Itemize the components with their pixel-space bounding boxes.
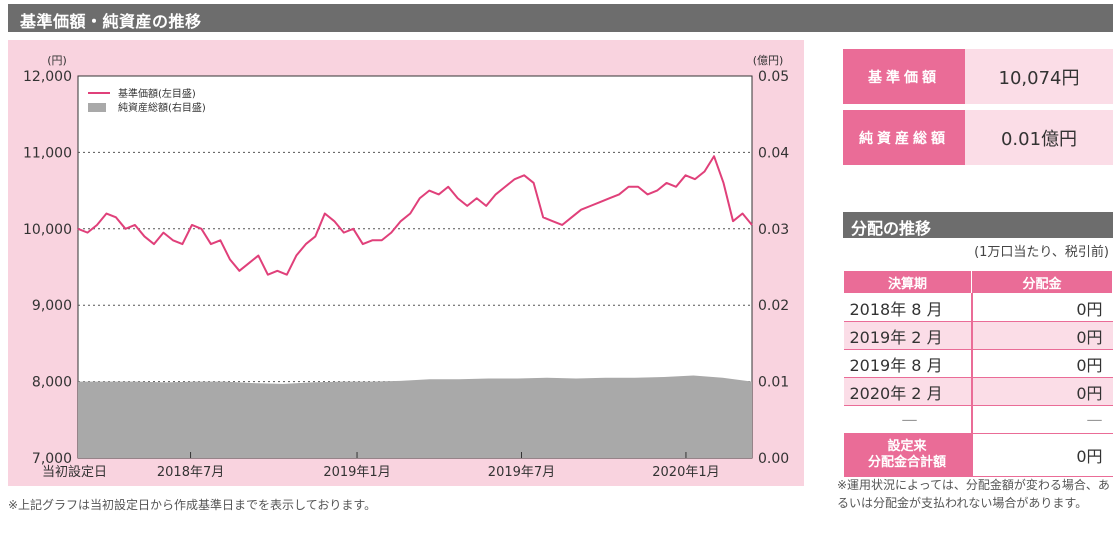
right-tick-label: 0.04 [758, 145, 789, 161]
right-axis-unit: (億円) [753, 54, 784, 67]
amount-cell: 0円 [971, 321, 1113, 350]
distribution-table: 決算期 分配金 2018年 8 月 0円 2019年 2 月 0円 2019年 … [843, 270, 1113, 477]
x-tick-label: 2020年1月 [652, 465, 719, 480]
table-row: 2018年 8 月 0円 [843, 293, 1113, 322]
left-tick-label: 8,000 [32, 375, 72, 391]
left-tick-label: 7,000 [32, 451, 72, 467]
chart-footnote: ※上記グラフは当初設定日から作成基準日までを表示しております。 [8, 498, 377, 512]
legend-swatch-assets [88, 103, 106, 112]
x-tick-label: 2019年7月 [488, 465, 555, 480]
section-title: 基準価額・純資産の推移 [20, 12, 202, 31]
distribution-note: (1万口当たり、税引前) [974, 245, 1109, 260]
total-label: 設定来 分配金合計額 [843, 433, 973, 477]
period-column-header: 決算期 [843, 270, 972, 294]
chart-panel: (円) (億円) 12,000 11,000 10,000 9,000 8,000 7,0… [8, 40, 804, 486]
distribution-footnote: ※運用状況によっては、分配金額が変わる場合、あるいは分配金が支払われない場合があ… [837, 478, 1110, 510]
left-tick-label: 10,000 [23, 222, 72, 238]
x-tick-label: 2019年1月 [323, 465, 390, 480]
assets-summary: 純資産総額 0.01億円 [843, 110, 1113, 165]
period-cell: 2019年 8 月 [843, 349, 973, 378]
nav-summary: 基準価額 10,074円 [843, 49, 1113, 104]
table-row: — — [843, 405, 1113, 434]
assets-summary-value: 0.01億円 [965, 110, 1113, 165]
table-row: 2019年 2 月 0円 [843, 321, 1113, 350]
right-tick-label: 0.00 [758, 451, 789, 467]
total-label-line-2: 分配金合計額 [867, 455, 946, 470]
amount-cell: 0円 [971, 293, 1113, 322]
total-row: 設定来 分配金合計額 0円 [843, 433, 1113, 477]
total-value: 0円 [971, 433, 1113, 477]
amount-cell: 0円 [971, 377, 1113, 406]
legend-label-nav: 基準価額(左目盛) [118, 87, 196, 100]
legend-label-assets: 純資産総額(右目盛) [118, 101, 206, 114]
right-tick-label: 0.01 [758, 375, 789, 391]
amount-column-header: 分配金 [971, 270, 1113, 294]
nav-chart: (円) (億円) 12,000 11,000 10,000 9,000 8,000 7,0… [23, 54, 789, 480]
assets-summary-label: 純資産総額 [843, 110, 965, 165]
distribution-title: 分配の推移 [851, 219, 932, 238]
nav-summary-label: 基準価額 [843, 49, 965, 104]
right-tick-label: 0.03 [758, 222, 789, 238]
distribution-title-bar: 分配の推移 [843, 212, 1113, 238]
total-label-line-1: 設定来 [887, 439, 927, 454]
chart-legend: 基準価額(左目盛) 純資産総額(右目盛) [88, 87, 206, 114]
nav-line [77, 155, 753, 276]
amount-cell: 0円 [971, 349, 1113, 378]
period-cell: 2018年 8 月 [843, 293, 973, 322]
right-tick-label: 0.02 [758, 298, 789, 314]
amount-cell: — [971, 405, 1113, 434]
right-tick-label: 0.05 [758, 69, 789, 85]
left-tick-label: 9,000 [32, 298, 72, 314]
nav-summary-value: 10,074円 [965, 49, 1113, 104]
distribution-header-row: 決算期 分配金 [843, 270, 1113, 294]
section-title-bar: 基準価額・純資産の推移 [8, 4, 1113, 32]
left-tick-label: 12,000 [23, 69, 72, 85]
period-cell: 2019年 2 月 [843, 321, 973, 350]
period-cell: 2020年 2 月 [843, 377, 973, 406]
table-row: 2019年 8 月 0円 [843, 349, 1113, 378]
table-row: 2020年 2 月 0円 [843, 377, 1113, 406]
left-tick-label: 11,000 [23, 145, 72, 161]
period-cell: — [843, 405, 973, 434]
net-assets-area [78, 375, 752, 458]
x-tick-label: 2018年7月 [157, 465, 224, 480]
left-axis-unit: (円) [47, 54, 67, 67]
x-tick-label: 当初設定日 [42, 464, 107, 480]
